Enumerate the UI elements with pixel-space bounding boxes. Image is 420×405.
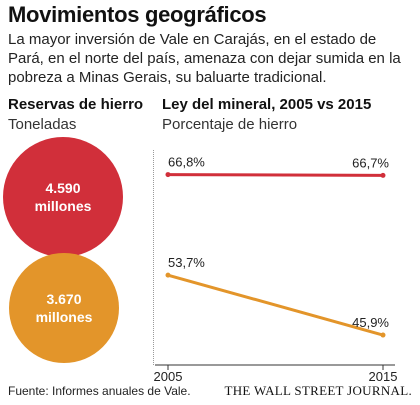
section-divider xyxy=(153,150,154,365)
reserve-unit: millones xyxy=(35,309,93,325)
reserve-value: 4.590 xyxy=(45,180,81,196)
data-label: 66,7% xyxy=(352,155,389,170)
publisher-logo: THE WALL STREET JOURNAL. xyxy=(224,383,412,398)
source-note: Fuente: Informes anuales de Vale. xyxy=(8,384,191,398)
data-label: 53,7% xyxy=(168,255,205,270)
ore-chart-title: Ley del mineral, 2005 vs 2015 xyxy=(162,96,372,113)
ore-chart-subtitle: Porcentaje de hierro xyxy=(162,116,298,133)
reserve-circle-minas: 3.670 millones xyxy=(9,253,119,363)
page-title: Movimientos geográficos xyxy=(8,2,267,27)
data-point xyxy=(380,172,386,178)
reserves-title: Reservas de hierro xyxy=(8,96,144,113)
page-subtitle: La mayor inversión de Vale en Carajás, e… xyxy=(8,31,401,86)
reserve-unit: millones xyxy=(34,198,92,214)
data-point xyxy=(165,272,171,278)
series-line xyxy=(167,173,384,177)
reserve-circle-carajas: 4.590 millones xyxy=(3,137,123,257)
reserves-subtitle: Toneladas xyxy=(8,116,77,133)
data-label: 66,8% xyxy=(168,155,205,170)
x-tick-label: 2005 xyxy=(154,369,183,384)
reserve-value: 3.670 xyxy=(46,291,82,307)
data-point xyxy=(165,172,171,178)
x-tick-label: 2015 xyxy=(369,369,398,384)
data-label: 45,9% xyxy=(352,315,389,330)
series-line xyxy=(167,273,384,337)
data-point xyxy=(380,332,386,338)
